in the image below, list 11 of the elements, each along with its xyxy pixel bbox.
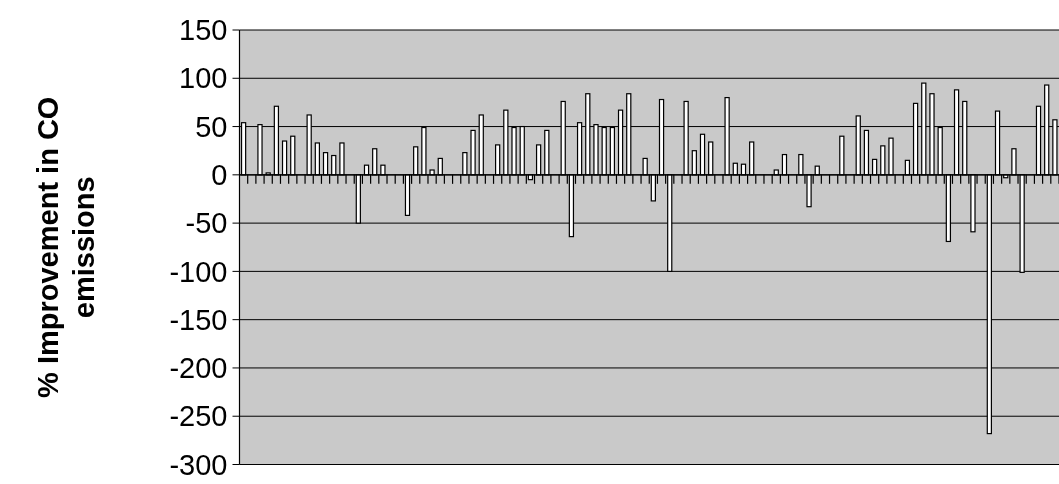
y-tick-label: 0: [211, 158, 228, 191]
y-tick-label: 150: [179, 14, 228, 47]
y-tick-label: 100: [179, 62, 228, 95]
y-tick-label: -250: [169, 400, 228, 433]
y-tick-label: -150: [169, 303, 228, 336]
y-tick-label: 50: [195, 110, 228, 143]
y-axis-title: % Improvement in CO emissions: [32, 96, 100, 398]
y-tick-label: -300: [169, 448, 228, 481]
y-tick-label: -50: [185, 207, 228, 240]
y-tick-label: -200: [169, 352, 228, 385]
y-tick-label: -100: [169, 255, 228, 288]
